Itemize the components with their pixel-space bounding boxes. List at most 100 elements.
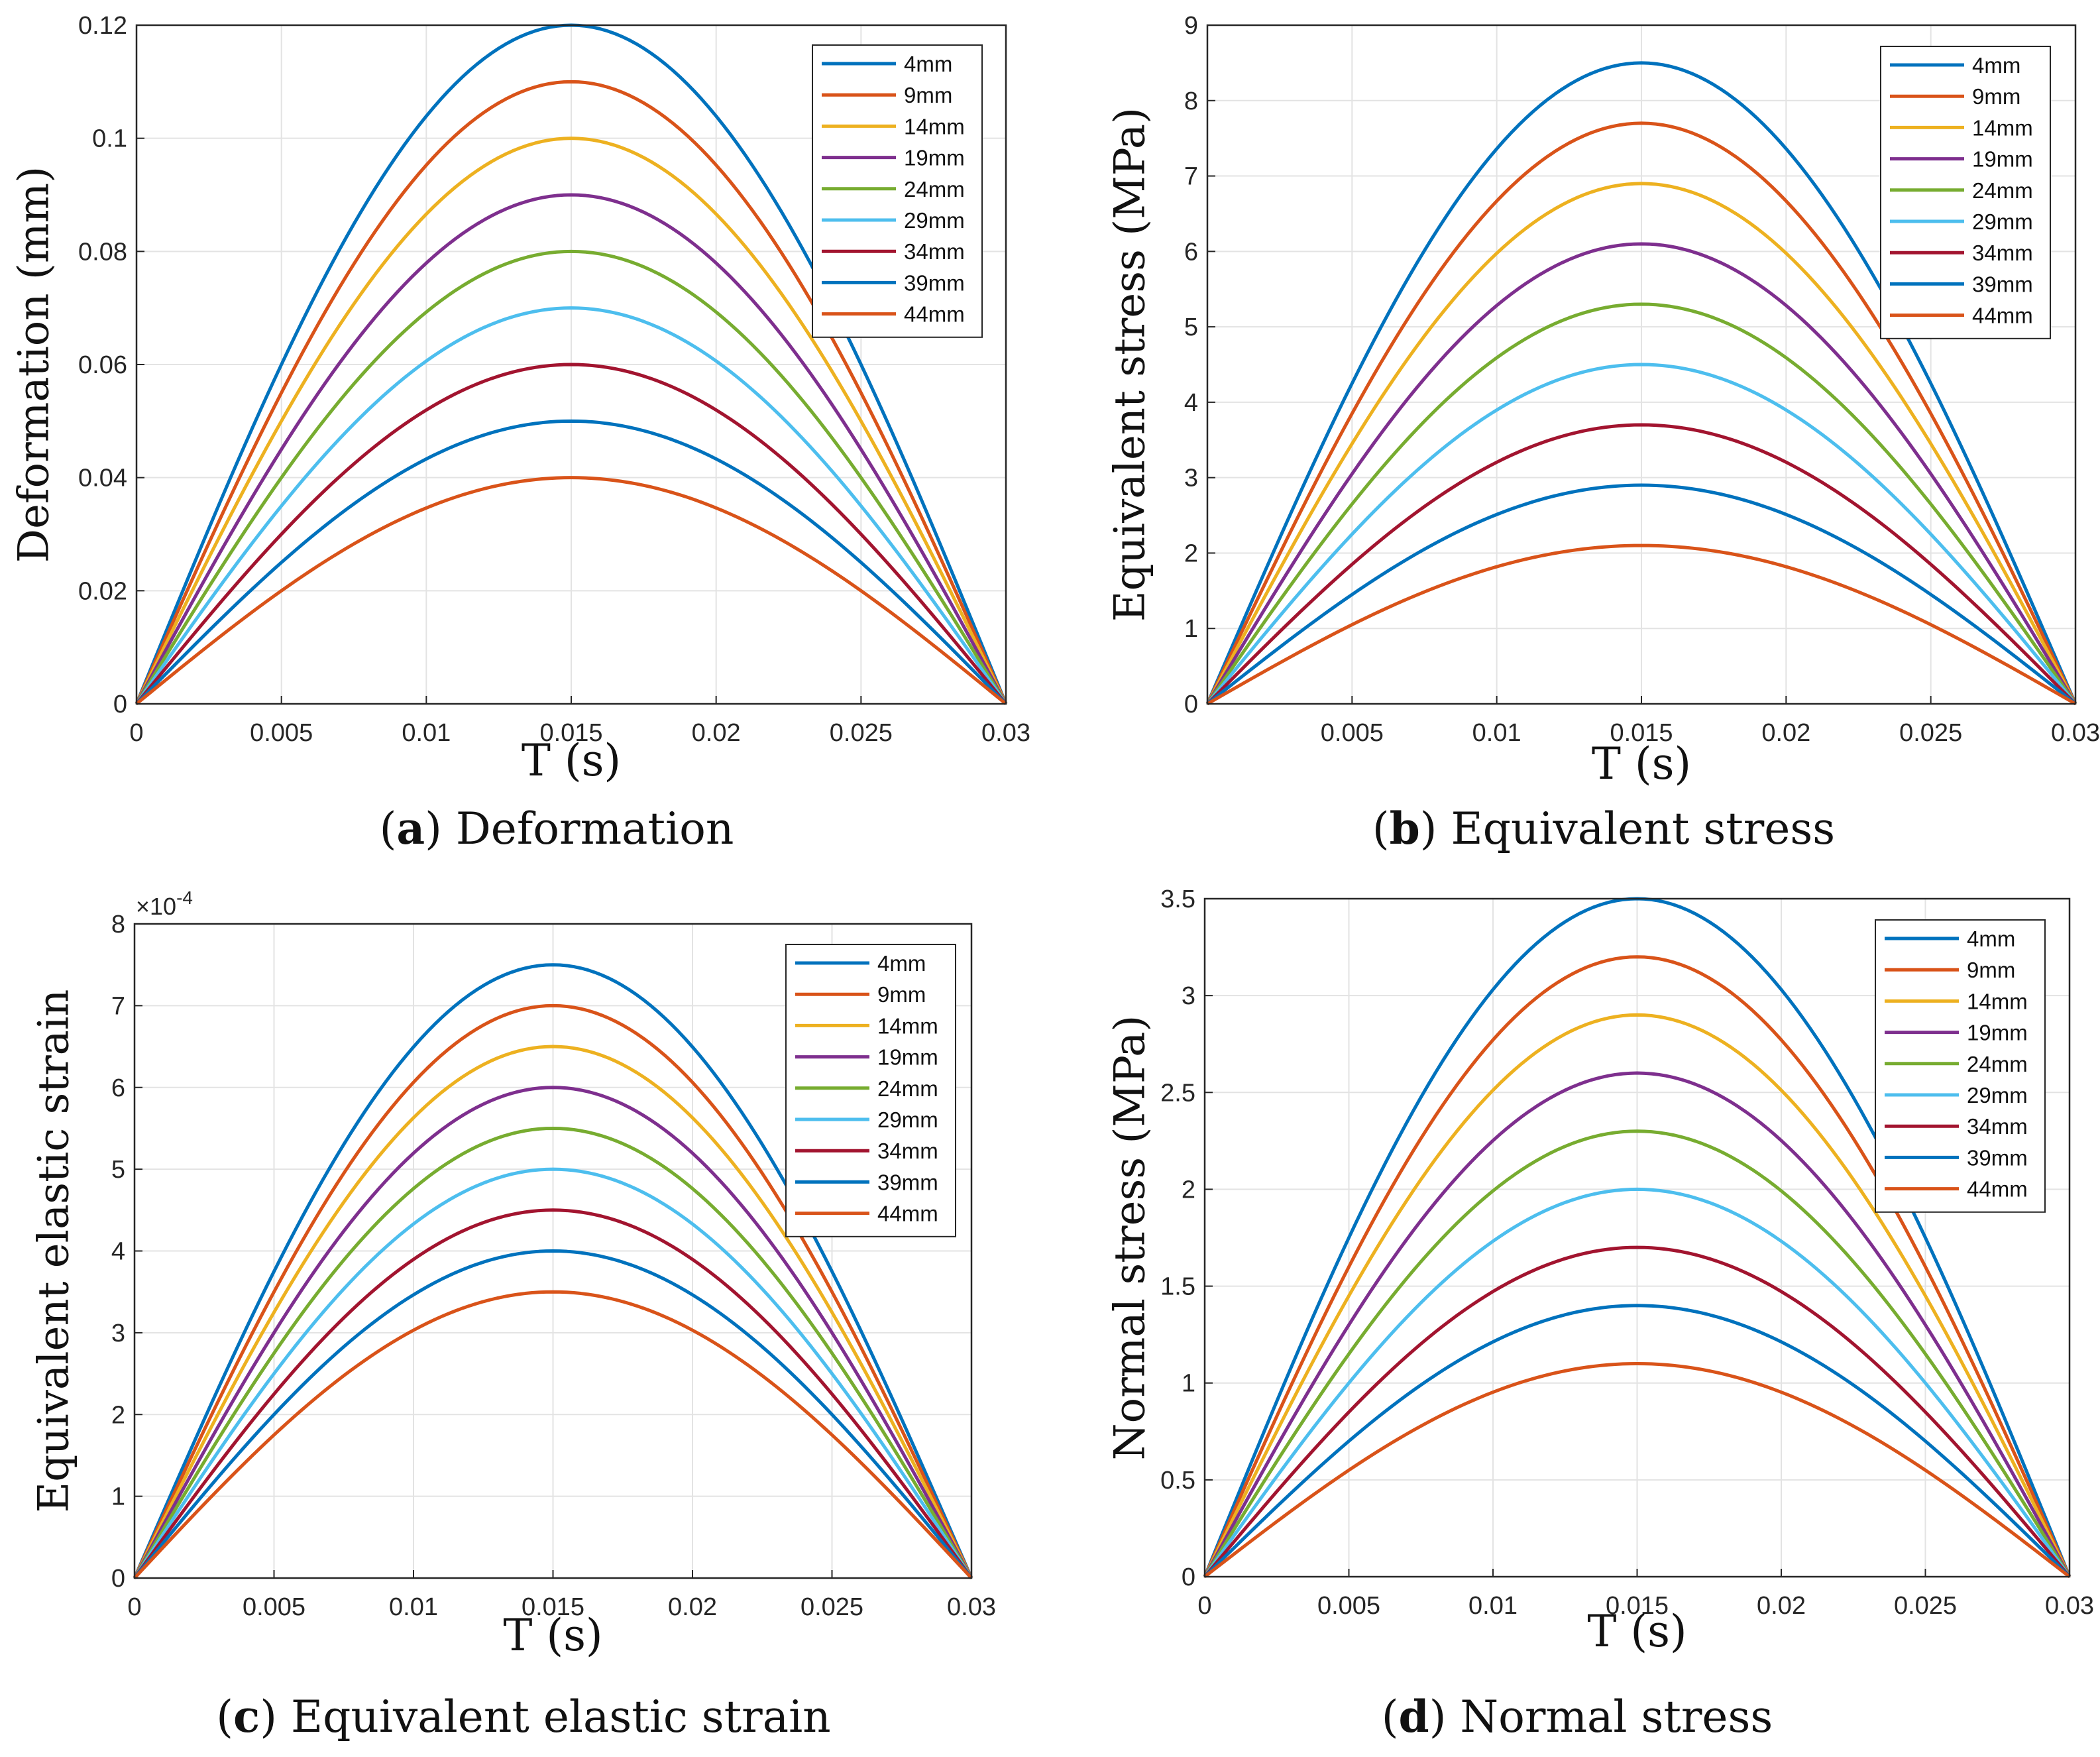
y-tick-label: 8: [111, 911, 125, 938]
y-tick-label: 2: [1182, 1176, 1195, 1204]
y-tick-label: 1: [1184, 615, 1198, 643]
series-line-24mm: [133, 1126, 973, 1579]
x-tick-label: 0.005: [243, 1593, 305, 1621]
series-line-14mm: [1205, 182, 2077, 705]
y-axis-label: Deformation (mm): [10, 166, 59, 563]
legend-label: 44mm: [1972, 304, 2033, 328]
y-tick-label: 0.06: [78, 351, 127, 379]
y-tick-label: 8: [1184, 87, 1198, 115]
series-line-9mm: [133, 1003, 973, 1579]
series-line-29mm: [1206, 363, 2077, 705]
y-tick-label: 3: [111, 1320, 125, 1347]
x-tick-label: 0.01: [389, 1593, 438, 1621]
chart-c: 0 0.005 0.01 0.015 0.02 0.025 0.03 0 1 2 3 4 5 6 7 8 ×10…: [30, 887, 996, 1661]
caption-b-text: Equivalent stress: [1451, 803, 1836, 854]
series-line-14mm: [135, 137, 1008, 705]
series-line-39mm: [133, 1249, 973, 1579]
y-axis-label: Equivalent stress (MPa): [1106, 107, 1155, 622]
series-line-39mm: [135, 419, 1007, 705]
legend-label: 14mm: [904, 114, 965, 139]
caption-c-letter: c: [233, 1691, 260, 1742]
series-line-9mm: [1203, 955, 2072, 1578]
legend-label: 4mm: [1967, 927, 2015, 951]
series-line-24mm: [1203, 1129, 2072, 1578]
axes-frame: [1203, 897, 2071, 1578]
y-tick-label: 0.04: [78, 465, 127, 492]
y-axis-label: Normal stress (MPa): [1106, 1015, 1155, 1461]
legend-label: 24mm: [904, 177, 965, 201]
series-line-19mm: [135, 193, 1008, 705]
x-axis-label: T (s): [1592, 738, 1691, 789]
series-line-19mm: [133, 1086, 973, 1579]
series-line-4mm: [133, 963, 973, 1579]
series-line-29mm: [135, 306, 1008, 705]
x-axis-label: T (s): [503, 1610, 602, 1661]
x-tick-label: 0: [127, 1593, 141, 1621]
series-line-34mm: [1206, 423, 2077, 705]
series-line-44mm: [1206, 543, 2077, 706]
caption-c: (c) Equivalent elastic strain: [216, 1691, 831, 1742]
x-tick-label: 0.005: [250, 719, 313, 747]
legend-label: 34mm: [877, 1139, 938, 1163]
y-tick-label: 0.08: [78, 238, 127, 266]
x-tick-label: 0.02: [1761, 719, 1810, 747]
legend-label: 39mm: [904, 270, 965, 295]
x-tick-label: 0.03: [981, 719, 1030, 747]
legend-label: 44mm: [877, 1202, 938, 1226]
y-tick-label: 0: [1182, 1563, 1195, 1591]
legend-label: 4mm: [877, 951, 926, 976]
x-tick-label: 0.03: [947, 1593, 996, 1621]
y-tick-label: 7: [1184, 163, 1198, 191]
legend-label: 24mm: [1967, 1052, 2028, 1076]
legend: 4mm 9mm 14mm 19mm 24mm 29mm 34mm 39mm 44mm: [785, 944, 956, 1237]
legend-label: 39mm: [1967, 1145, 2028, 1170]
y-tick-label: 0.12: [78, 12, 127, 40]
legend-label: 29mm: [1967, 1083, 2028, 1107]
series-line-29mm: [133, 1167, 973, 1579]
series-line-4mm: [1205, 61, 2077, 705]
y-tick-label: 4: [1184, 389, 1198, 417]
x-tick-label: 0.015: [539, 719, 602, 747]
y-exponent-base: ×10: [136, 893, 176, 920]
y-exponent-power: -4: [176, 887, 193, 908]
x-tick-label: 0.025: [801, 1593, 863, 1621]
y-tick-label: 1: [111, 1483, 125, 1511]
x-tick-label: 0.01: [1472, 719, 1521, 747]
series-line-9mm: [135, 80, 1008, 705]
x-tick-label: 0.015: [522, 1593, 584, 1621]
caption-b-letter: b: [1389, 803, 1420, 854]
legend-label: 9mm: [904, 83, 952, 107]
y-tick-label: 3.5: [1160, 885, 1195, 913]
x-tick-label: 0.03: [2051, 719, 2100, 747]
series-line-34mm: [135, 363, 1007, 705]
legend-label: 19mm: [1972, 147, 2033, 172]
series-line-14mm: [1203, 1013, 2072, 1578]
series-line-24mm: [135, 249, 1008, 705]
x-tick-label: 0.015: [1610, 719, 1673, 747]
legend-label: 4mm: [1972, 53, 2020, 78]
legend: 4mm 9mm 14mm 19mm 24mm 29mm 34mm 39mm 44mm: [1880, 46, 2051, 339]
y-tick-label: 0: [111, 1565, 125, 1593]
legend-label: 9mm: [1972, 84, 2020, 109]
caption-d-text: Normal stress: [1460, 1691, 1773, 1742]
series-line-19mm: [1205, 242, 2077, 705]
caption-a: (a) Deformation: [379, 803, 734, 854]
legend-label: 14mm: [1972, 115, 2033, 140]
y-tick-label: 5: [1184, 313, 1198, 341]
y-tick-label: 1.5: [1160, 1273, 1195, 1301]
legend-label: 34mm: [904, 239, 965, 264]
caption-a-letter: a: [396, 803, 425, 854]
legend: 4mm 9mm 14mm 19mm 24mm 29mm 34mm 39mm 44mm: [1875, 919, 2046, 1213]
x-tick-label: 0.025: [1899, 719, 1962, 747]
legend-label: 39mm: [1972, 272, 2033, 296]
x-tick-label: 0.01: [402, 719, 451, 747]
legend-label: 44mm: [1967, 1177, 2028, 1202]
series-line-39mm: [1206, 483, 2077, 705]
legend-label: 29mm: [904, 208, 965, 233]
legend-label: 4mm: [904, 52, 952, 76]
legend-label: 14mm: [877, 1013, 938, 1038]
y-tick-label: 3: [1182, 982, 1195, 1010]
y-tick-label: 4: [111, 1238, 125, 1266]
y-tick-label: 0.1: [92, 125, 127, 153]
